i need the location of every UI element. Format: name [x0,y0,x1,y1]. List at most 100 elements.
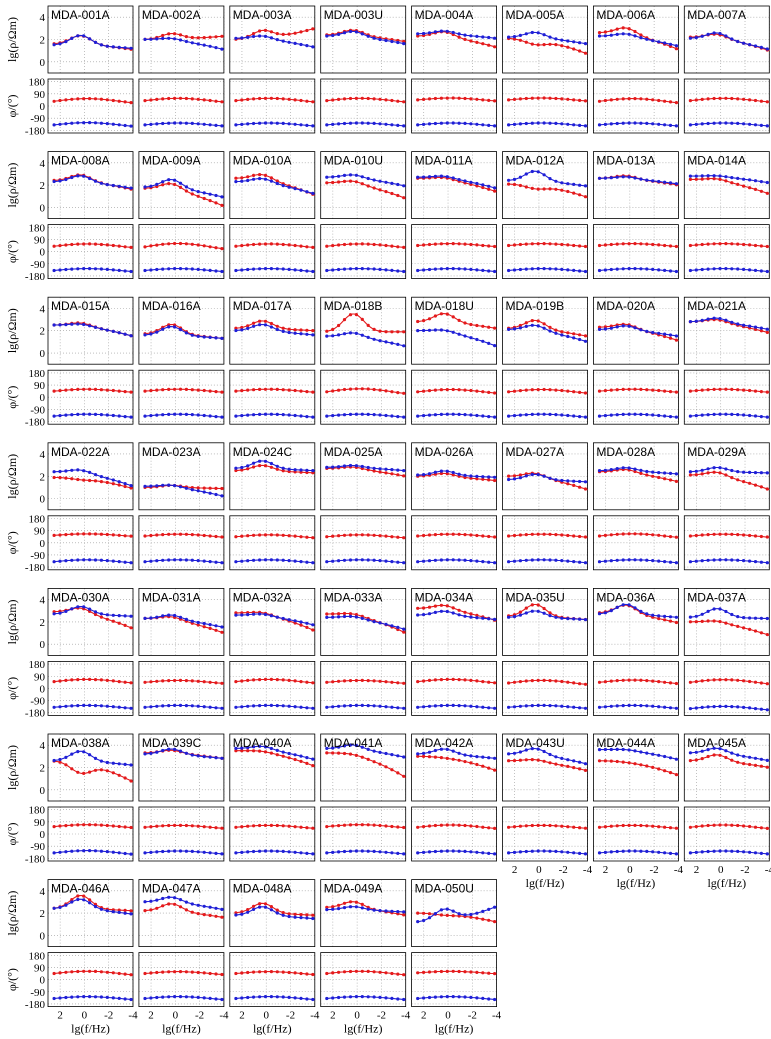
xy-phase-point [93,242,98,246]
yx-phase-point [208,123,212,127]
xy-rho-point [445,312,449,316]
yx-phase-point [402,124,406,128]
yx-rho-point [694,614,698,618]
xy-phase-point [688,243,693,248]
yx-rho-point [58,757,62,762]
yx-phase-point [627,267,631,271]
xy-phase-point [402,391,406,395]
xy-rho-point [475,184,479,188]
xy-phase-point [52,971,56,976]
xy-phase-point [560,242,564,247]
xy-phase-point [396,681,400,685]
xy-rho-point [512,759,517,763]
xy-phase-point [402,245,406,249]
xy-rho-point [402,330,406,334]
yx-phase-point [196,995,200,1000]
xy-phase-point [481,825,485,829]
xy-rho-point [348,612,353,616]
xy-phase-point [337,97,341,101]
yx-phase-point [572,414,576,418]
xy-rho-point [512,474,517,478]
yx-phase-point [70,267,74,271]
yx-rho-point [337,32,341,37]
xy-rho-point [220,630,224,634]
xy-phase-point [542,242,546,246]
xy-phase-point [202,244,206,248]
panel-frame [320,661,407,716]
yx-phase-point [167,849,171,853]
xy-phase-point [688,680,693,684]
xy-rho-point [487,766,491,770]
xy-rho-point [694,620,698,624]
xy-rho-point [246,467,250,471]
yx-phase-point [99,558,103,562]
yx-rho-point [603,468,608,472]
site-label: MDA-001A [51,8,110,22]
x-tick-label: 2 [239,1010,245,1022]
yx-rho-point [597,327,602,331]
xy-rho-point [99,480,103,484]
xy-rho-point [299,470,303,474]
yx-rho-point [542,474,546,478]
xy-rho-point [674,479,679,483]
xy-phase-point [469,824,473,828]
yx-phase-point [269,995,273,999]
xy-phase-point [566,389,570,393]
yx-rho-point [214,906,218,910]
yx-rho-point [422,31,426,36]
xy-phase-point [88,532,92,536]
x-axis-title: lg(f/Hz) [253,1022,292,1036]
xy-phase-point [88,97,92,101]
yx-rho-point [64,323,68,327]
x-tick-label: 0 [718,864,724,876]
xy-phase-point [742,679,746,683]
y-tick-label: 0 [40,348,46,360]
site-label: MDA-027A [506,445,565,459]
yx-rho-point [615,747,619,752]
yx-phase-point [52,996,56,1001]
yx-phase-point [512,268,517,272]
xy-phase-point [633,823,637,828]
yx-rho-point [572,617,576,621]
yx-rho-point [202,621,206,626]
yx-rho-point [548,177,552,181]
yx-phase-point [583,269,588,274]
yx-rho-point [765,471,769,475]
yx-phase-point [129,415,133,419]
yx-phase-point [578,560,582,564]
yx-rho-point [493,905,497,909]
yx-rho-point [372,337,376,341]
yx-rho-point [536,31,540,35]
yx-rho-point [416,752,420,756]
xy-rho-point [99,768,103,772]
xy-rho-point [208,486,212,490]
xy-phase-point [512,533,517,538]
yx-rho-point [688,615,693,619]
xy-rho-point [178,185,183,189]
xy-rho-point [457,35,461,39]
yx-rho-point [572,479,576,483]
xy-rho-point [220,34,224,38]
yx-phase-point [730,558,734,562]
yx-rho-point [694,469,698,473]
yx-rho-point [639,328,643,332]
yx-phase-point [512,559,517,563]
yx-rho-point [93,473,98,477]
panel-frame [502,442,588,511]
yx-phase-point [694,559,698,563]
yx-phase-point [105,995,109,1000]
yx-phase-point [202,413,206,418]
xy-rho-point [753,327,758,331]
yx-rho-point [481,616,485,620]
xy-phase-point [287,243,291,247]
xy-rho-point [463,760,467,764]
site-label: MDA-036A [596,590,655,604]
panel-frame [502,151,588,220]
yx-phase-point [366,121,370,125]
xy-phase-point [202,388,206,393]
xy-phase-point [208,971,212,976]
panel-frame [138,296,225,365]
yx-rho-point [275,464,279,468]
yx-rho-point [445,609,449,614]
yx-rho-point [621,603,625,607]
